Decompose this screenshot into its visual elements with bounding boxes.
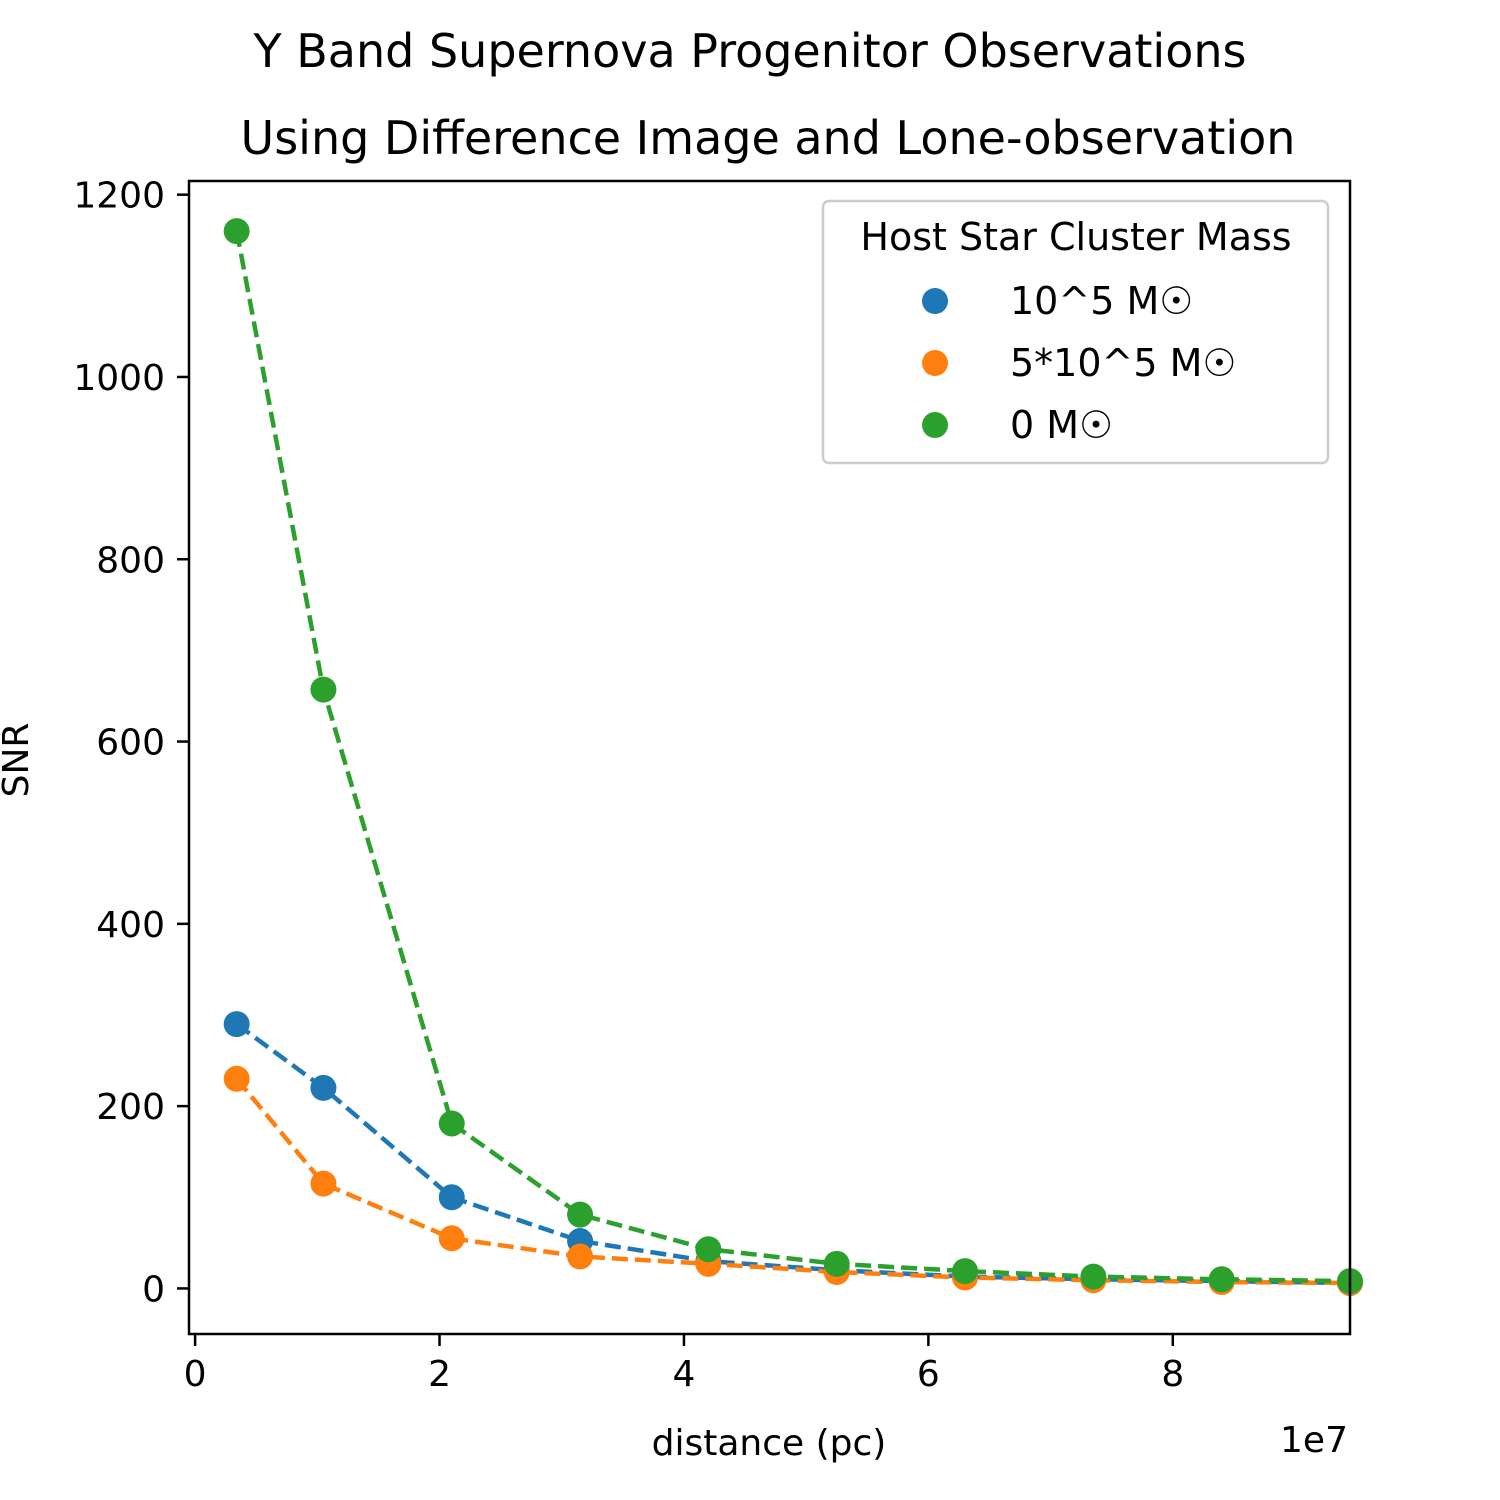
legend-label-1: 5*10^5 M☉ xyxy=(1010,341,1236,385)
legend: Host Star Cluster Mass 10^5 M☉ 5*10^5 M☉ 0… xyxy=(821,199,1330,465)
data-point-series-2 xyxy=(438,1110,465,1137)
x-tick-label: 4 xyxy=(672,1354,695,1395)
legend-title: Host Star Cluster Mass xyxy=(860,215,1291,259)
data-point-series-2 xyxy=(952,1258,979,1285)
data-point-series-0 xyxy=(310,1074,337,1101)
y-axis-label: SNR xyxy=(0,723,37,798)
data-point-series-0 xyxy=(438,1184,465,1211)
data-point-series-1 xyxy=(310,1170,337,1197)
series-line-0 xyxy=(235,1022,1351,1286)
y-tick-label: 1200 xyxy=(73,176,165,217)
legend-marker-2 xyxy=(922,412,948,438)
data-point-series-2 xyxy=(1208,1266,1235,1293)
y-tick-label: 1000 xyxy=(73,358,165,399)
y-tick-label: 400 xyxy=(96,905,165,946)
plot-frame xyxy=(187,179,1352,1336)
legend-marker-0 xyxy=(922,288,948,314)
data-point-series-2 xyxy=(1080,1263,1107,1290)
chart-subtitle: Using Difference Image and Lone-observat… xyxy=(241,111,1296,165)
y-tick-label: 600 xyxy=(96,723,165,764)
series-line-2 xyxy=(234,230,1351,1284)
chart-title: Y Band Supernova Progenitor Observations xyxy=(253,24,1247,78)
data-point-series-2 xyxy=(223,218,250,245)
y-tick-label: 0 xyxy=(142,1269,165,1310)
legend-label-0: 10^5 M☉ xyxy=(1010,279,1193,323)
y-tick-label: 200 xyxy=(96,1087,165,1128)
data-point-series-2 xyxy=(310,676,337,703)
data-point-series-1 xyxy=(438,1225,465,1252)
x-axis-ticks: 0 2 4 6 8 xyxy=(184,1334,1184,1395)
x-tick-label: 6 xyxy=(917,1354,940,1395)
x-axis-label: distance (pc) xyxy=(652,1423,887,1464)
legend-label-2: 0 M☉ xyxy=(1010,403,1113,447)
x-axis-offset-text: 1e7 xyxy=(1280,1420,1348,1461)
y-tick-label: 800 xyxy=(96,540,165,581)
y-axis-ticks: 0 200 400 600 800 1000 1200 xyxy=(73,176,189,1310)
data-point-series-1 xyxy=(567,1243,594,1270)
data-point-series-2 xyxy=(695,1236,722,1263)
data-point-series-2 xyxy=(823,1250,850,1277)
data-point-series-2 xyxy=(567,1201,594,1228)
legend-marker-1 xyxy=(922,350,948,376)
legend-entries: 10^5 M☉ 5*10^5 M☉ 0 M☉ xyxy=(922,279,1236,447)
x-tick-label: 2 xyxy=(428,1354,451,1395)
data-point-series-1 xyxy=(223,1065,250,1092)
data-point-series-0 xyxy=(223,1011,250,1038)
series-layer xyxy=(223,218,1363,1296)
series-line-1 xyxy=(234,1077,1351,1286)
x-tick-label: 0 xyxy=(184,1354,207,1395)
legend-box xyxy=(821,199,1330,465)
x-tick-label: 8 xyxy=(1161,1354,1184,1395)
